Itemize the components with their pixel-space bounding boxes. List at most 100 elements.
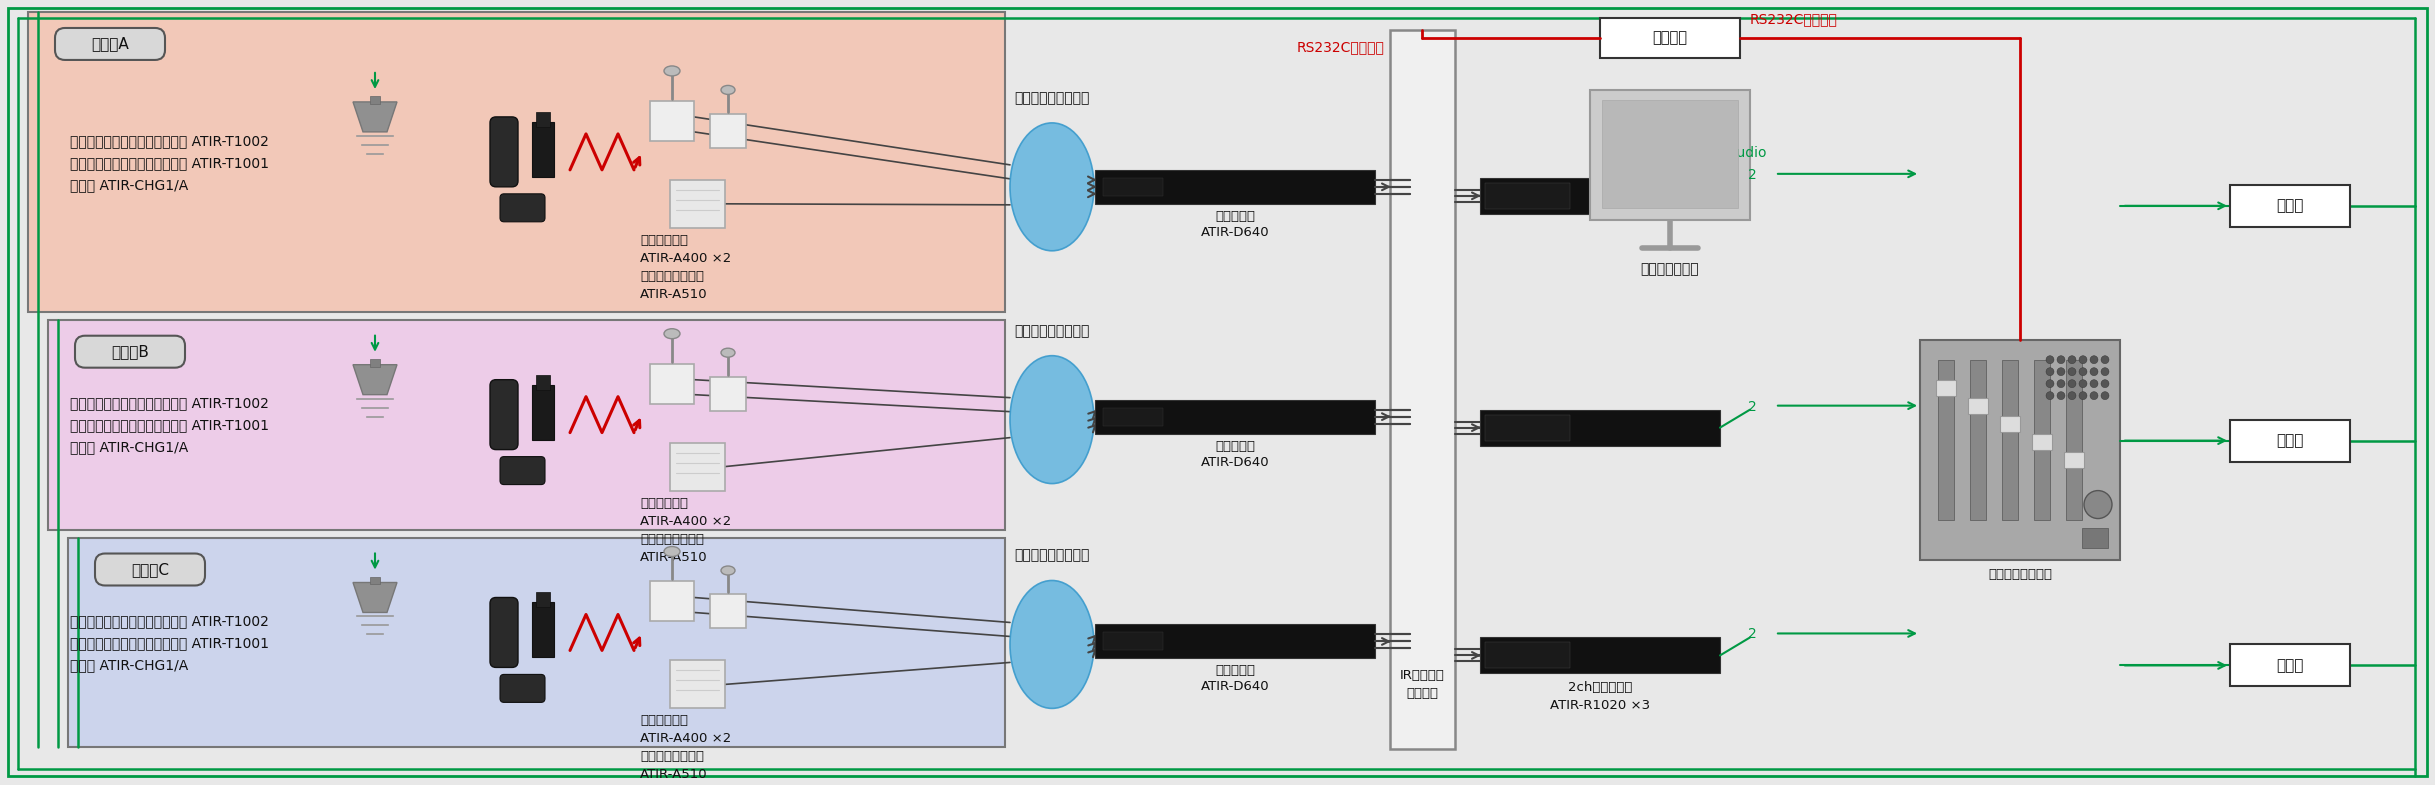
- Bar: [650, 101, 694, 141]
- FancyBboxPatch shape: [489, 597, 519, 667]
- Text: ボディパックトランスミッター ATIR-T1001: ボディパックトランスミッター ATIR-T1001: [71, 637, 268, 651]
- Bar: [1480, 410, 1719, 446]
- Bar: [536, 112, 550, 127]
- Circle shape: [2058, 380, 2065, 388]
- Text: ATIR-R1020 ×3: ATIR-R1020 ×3: [1551, 699, 1651, 713]
- Circle shape: [2045, 356, 2055, 363]
- Circle shape: [2058, 392, 2065, 400]
- Circle shape: [2045, 367, 2055, 376]
- Text: 会議室B: 会議室B: [112, 344, 149, 360]
- Ellipse shape: [721, 566, 735, 575]
- FancyBboxPatch shape: [499, 674, 545, 703]
- Text: 混合分配器: 混合分配器: [1215, 440, 1254, 453]
- Circle shape: [2079, 356, 2087, 363]
- Bar: [711, 594, 745, 629]
- Ellipse shape: [665, 546, 679, 557]
- Text: 2: 2: [1748, 627, 1756, 641]
- Text: ハンドヘルドトランスミッター ATIR-T1002: ハンドヘルドトランスミッター ATIR-T1002: [71, 615, 268, 629]
- Bar: [49, 319, 1006, 530]
- Bar: [536, 374, 550, 389]
- Bar: [2082, 528, 2109, 547]
- Text: ATIR-A510: ATIR-A510: [640, 550, 709, 564]
- Circle shape: [2101, 392, 2109, 400]
- Bar: [711, 114, 745, 148]
- Polygon shape: [353, 582, 397, 612]
- Circle shape: [2045, 380, 2055, 388]
- Text: ハンドヘルドトランスミッター ATIR-T1002: ハンドヘルドトランスミッター ATIR-T1002: [71, 134, 268, 148]
- Circle shape: [2079, 392, 2087, 400]
- Circle shape: [2089, 380, 2099, 388]
- Bar: [1390, 30, 1456, 750]
- Text: ATIR-D640: ATIR-D640: [1200, 226, 1269, 239]
- Text: デジタルミキサー: デジタルミキサー: [1987, 568, 2053, 581]
- Bar: [68, 538, 1006, 747]
- Text: 充電器 ATIR-CHG1/A: 充電器 ATIR-CHG1/A: [71, 659, 187, 673]
- Bar: [2033, 360, 2050, 520]
- Circle shape: [2089, 356, 2099, 363]
- Text: RS232C制御など: RS232C制御など: [1298, 40, 1386, 54]
- FancyBboxPatch shape: [489, 117, 519, 187]
- Bar: [1485, 183, 1571, 209]
- Text: 充電器 ATIR-CHG1/A: 充電器 ATIR-CHG1/A: [71, 440, 187, 455]
- Bar: [1485, 414, 1571, 440]
- Bar: [670, 660, 726, 708]
- Circle shape: [2101, 380, 2109, 388]
- Bar: [670, 180, 726, 228]
- Bar: [370, 96, 380, 104]
- Text: ATIR-A510: ATIR-A510: [640, 288, 709, 301]
- Ellipse shape: [665, 329, 679, 338]
- Bar: [531, 385, 555, 440]
- Circle shape: [2045, 392, 2055, 400]
- Bar: [2002, 360, 2019, 520]
- Text: アンプ: アンプ: [2277, 658, 2304, 673]
- Bar: [1936, 380, 1955, 396]
- Text: 充電器 ATIR-CHG1/A: 充電器 ATIR-CHG1/A: [71, 178, 187, 192]
- Bar: [1485, 642, 1571, 668]
- Text: ボディパックトランスミッター ATIR-T1001: ボディパックトランスミッター ATIR-T1001: [71, 418, 268, 433]
- Bar: [370, 576, 380, 585]
- Circle shape: [2101, 367, 2109, 376]
- Text: 会議室C: 会議室C: [131, 562, 168, 577]
- Bar: [2230, 644, 2350, 686]
- Circle shape: [2089, 392, 2099, 400]
- Text: 広域受光ユニット: 広域受光ユニット: [640, 270, 704, 283]
- Text: ATIR-A400 ×2: ATIR-A400 ×2: [640, 252, 730, 265]
- Bar: [1967, 398, 1987, 414]
- FancyBboxPatch shape: [499, 457, 545, 484]
- Ellipse shape: [721, 86, 735, 94]
- Text: アンプ: アンプ: [2277, 199, 2304, 214]
- Text: 2: 2: [1748, 168, 1756, 182]
- Text: IR切り替え: IR切り替え: [1400, 670, 1444, 682]
- Bar: [2230, 420, 2350, 462]
- Text: 制御装置: 制御装置: [1653, 31, 1687, 46]
- Bar: [1999, 415, 2021, 432]
- Circle shape: [2089, 367, 2099, 376]
- Circle shape: [2101, 356, 2109, 363]
- Bar: [1103, 633, 1164, 651]
- Bar: [531, 602, 555, 657]
- FancyBboxPatch shape: [499, 194, 545, 222]
- Text: 会議室A: 会議室A: [90, 36, 129, 52]
- Bar: [2031, 433, 2053, 450]
- Bar: [2230, 184, 2350, 227]
- Bar: [1590, 90, 1751, 220]
- Text: Audio: Audio: [1729, 146, 1768, 160]
- Bar: [1480, 637, 1719, 674]
- Polygon shape: [353, 102, 397, 132]
- Bar: [1096, 400, 1376, 433]
- Text: ハンドヘルドトランスミッター ATIR-T1002: ハンドヘルドトランスミッター ATIR-T1002: [71, 396, 268, 411]
- FancyBboxPatch shape: [489, 380, 519, 450]
- FancyBboxPatch shape: [95, 553, 205, 586]
- Ellipse shape: [721, 349, 735, 357]
- Text: ユニット: ユニット: [1405, 688, 1439, 700]
- Bar: [650, 363, 694, 403]
- Circle shape: [2067, 392, 2077, 400]
- Circle shape: [2067, 380, 2077, 388]
- Text: 混合分配器: 混合分配器: [1215, 210, 1254, 223]
- Bar: [1103, 407, 1164, 425]
- Text: 受光ユニット: 受光ユニット: [640, 497, 689, 509]
- FancyBboxPatch shape: [75, 336, 185, 367]
- Text: ATIR-A400 ×2: ATIR-A400 ×2: [640, 732, 730, 746]
- Text: ケーブル長自動補正: ケーブル長自動補正: [1015, 91, 1091, 105]
- Bar: [370, 359, 380, 367]
